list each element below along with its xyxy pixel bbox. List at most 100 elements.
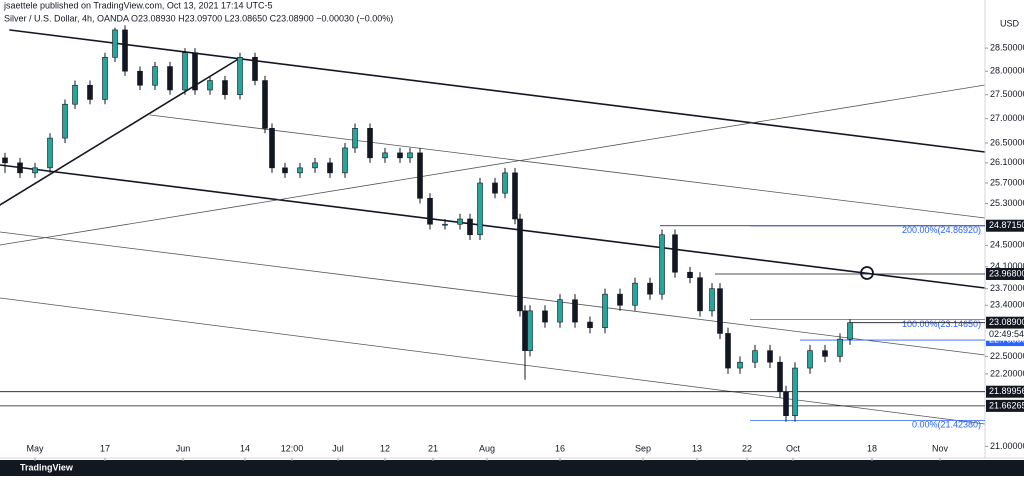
- trendline: [0, 164, 986, 289]
- candle: [512, 167, 518, 225]
- x-tick-label: 21: [428, 443, 438, 453]
- candle-body: [502, 172, 508, 194]
- candle: [717, 283, 723, 340]
- candle-body: [822, 350, 828, 357]
- candle-body: [837, 338, 843, 357]
- candle-body: [367, 128, 373, 159]
- candle-body: [112, 29, 118, 58]
- target-circle: [860, 266, 874, 280]
- candle-body: [647, 282, 653, 295]
- x-tick-label: Oct: [786, 443, 801, 453]
- price-label: 24.87150: [989, 220, 1024, 230]
- candle-body: [602, 293, 608, 329]
- candle: [342, 143, 348, 178]
- candle-body: [617, 293, 623, 306]
- candle: [572, 294, 578, 328]
- price-label-box: [986, 316, 1024, 329]
- candle-body: [282, 167, 288, 174]
- candle: [269, 123, 275, 173]
- candle: [262, 75, 268, 134]
- candle: [697, 272, 703, 317]
- candle-body: [737, 361, 743, 369]
- fib-label: 0.00%(21.42380): [912, 420, 981, 430]
- candle-body: [352, 128, 358, 149]
- candle-body: [397, 152, 403, 159]
- x-tick-label: 18: [867, 443, 877, 453]
- candle: [417, 147, 423, 204]
- candle: [32, 162, 38, 178]
- candle-body: [62, 103, 68, 139]
- y-tick-label: 26.50000: [990, 137, 1024, 147]
- candle-body: [512, 172, 518, 220]
- candle: [367, 123, 373, 163]
- candle: [752, 344, 758, 369]
- candle: [687, 266, 693, 284]
- candle: [407, 147, 413, 163]
- candle: [659, 229, 665, 300]
- countdown-box: [986, 328, 1024, 341]
- candle-body: [17, 162, 23, 174]
- candle-body: [297, 167, 303, 174]
- candle: [777, 356, 783, 398]
- candle: [502, 167, 508, 199]
- candle: [517, 213, 523, 317]
- candle-body: [527, 310, 533, 351]
- candle: [632, 277, 638, 311]
- currency: USD: [1000, 18, 1020, 28]
- candle-body: [847, 322, 853, 340]
- candle: [477, 177, 483, 241]
- candle: [87, 80, 93, 105]
- candle-body: [262, 80, 268, 129]
- y-tick-label: 27.00000: [990, 113, 1024, 123]
- price-label-box: [986, 385, 1024, 398]
- candle-body: [717, 288, 723, 334]
- candle: [312, 157, 318, 173]
- candle: [822, 344, 828, 363]
- candle-body: [382, 152, 388, 159]
- candle-body: [327, 162, 333, 174]
- candle-body: [542, 310, 548, 323]
- trendline: [149, 114, 986, 219]
- candle-body: [687, 271, 693, 278]
- candle: [807, 344, 813, 374]
- candle: [783, 385, 789, 422]
- trendline: [9, 29, 986, 153]
- x-tick-label: May: [26, 443, 44, 453]
- candle: [542, 305, 548, 328]
- candle-body: [2, 157, 8, 164]
- candle-body: [442, 223, 448, 226]
- candle-body: [427, 197, 433, 225]
- candle-body: [792, 367, 798, 417]
- candle: [382, 147, 388, 163]
- candle: [152, 61, 158, 90]
- x-tick-label: Sep: [635, 443, 651, 453]
- x-tick-label: 17: [100, 443, 110, 453]
- candle: [137, 66, 143, 90]
- y-tick-label: 23.70000: [990, 283, 1024, 293]
- price-label: 23.08900: [989, 317, 1024, 327]
- candle-body: [477, 182, 483, 236]
- candle: [587, 316, 593, 334]
- candle: [457, 213, 463, 230]
- candle-body: [557, 299, 563, 323]
- x-tick-label: Jun: [176, 443, 191, 453]
- candle: [767, 344, 773, 369]
- candle-body: [572, 299, 578, 323]
- candle: [602, 288, 608, 334]
- candle: [792, 362, 798, 422]
- candle: [837, 333, 843, 363]
- candle-body: [207, 80, 213, 91]
- symbol-info: Silver / U.S. Dollar, 4h, OANDA O23.0893…: [4, 13, 393, 23]
- countdown: 02:49:54: [989, 329, 1024, 339]
- price-label-box: [986, 399, 1024, 412]
- candle: [527, 305, 533, 357]
- candle-body: [587, 321, 593, 329]
- candle-body: [632, 282, 638, 306]
- footer-brand[interactable]: TradingView: [20, 462, 74, 472]
- candle-body: [222, 80, 228, 95]
- candle-body: [237, 56, 243, 95]
- candle-body: [517, 218, 523, 312]
- candle-body: [522, 310, 528, 351]
- candle-body: [182, 52, 188, 91]
- candle-body: [807, 350, 813, 369]
